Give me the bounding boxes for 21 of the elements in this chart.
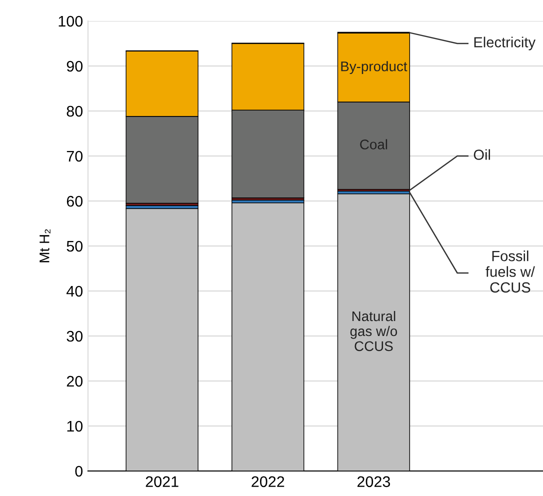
y-tick-label: 40 bbox=[66, 286, 83, 297]
x-tick-label: 2021 bbox=[146, 476, 178, 488]
y-tick-label: 0 bbox=[75, 466, 83, 477]
text: Fossil fuels w/ CCUS bbox=[486, 250, 535, 293]
y-tick-label: 70 bbox=[66, 150, 83, 162]
y-tick-label: 50 bbox=[66, 240, 83, 252]
legend-label: Electricity bbox=[474, 36, 536, 50]
y-tick-label: 90 bbox=[66, 60, 83, 72]
series-label: By-product bbox=[341, 61, 408, 74]
series-label: Coal bbox=[360, 139, 388, 150]
text: Oil bbox=[474, 149, 490, 160]
y-tick-label: 30 bbox=[66, 330, 83, 342]
y-tick-label: 20 bbox=[66, 376, 83, 387]
series-label: Natural gas w/o CCUS bbox=[350, 310, 398, 352]
x-tick-label: 2022 bbox=[252, 476, 284, 488]
x-tick-label: 2023 bbox=[357, 476, 390, 488]
y-axis-title: Mt H₂ bbox=[40, 229, 50, 262]
y-tick-label: 60 bbox=[66, 196, 83, 207]
y-tick-label: 10 bbox=[67, 420, 83, 432]
y-tick-label: 100 bbox=[58, 16, 83, 27]
y-tick-label: 80 bbox=[66, 106, 83, 117]
